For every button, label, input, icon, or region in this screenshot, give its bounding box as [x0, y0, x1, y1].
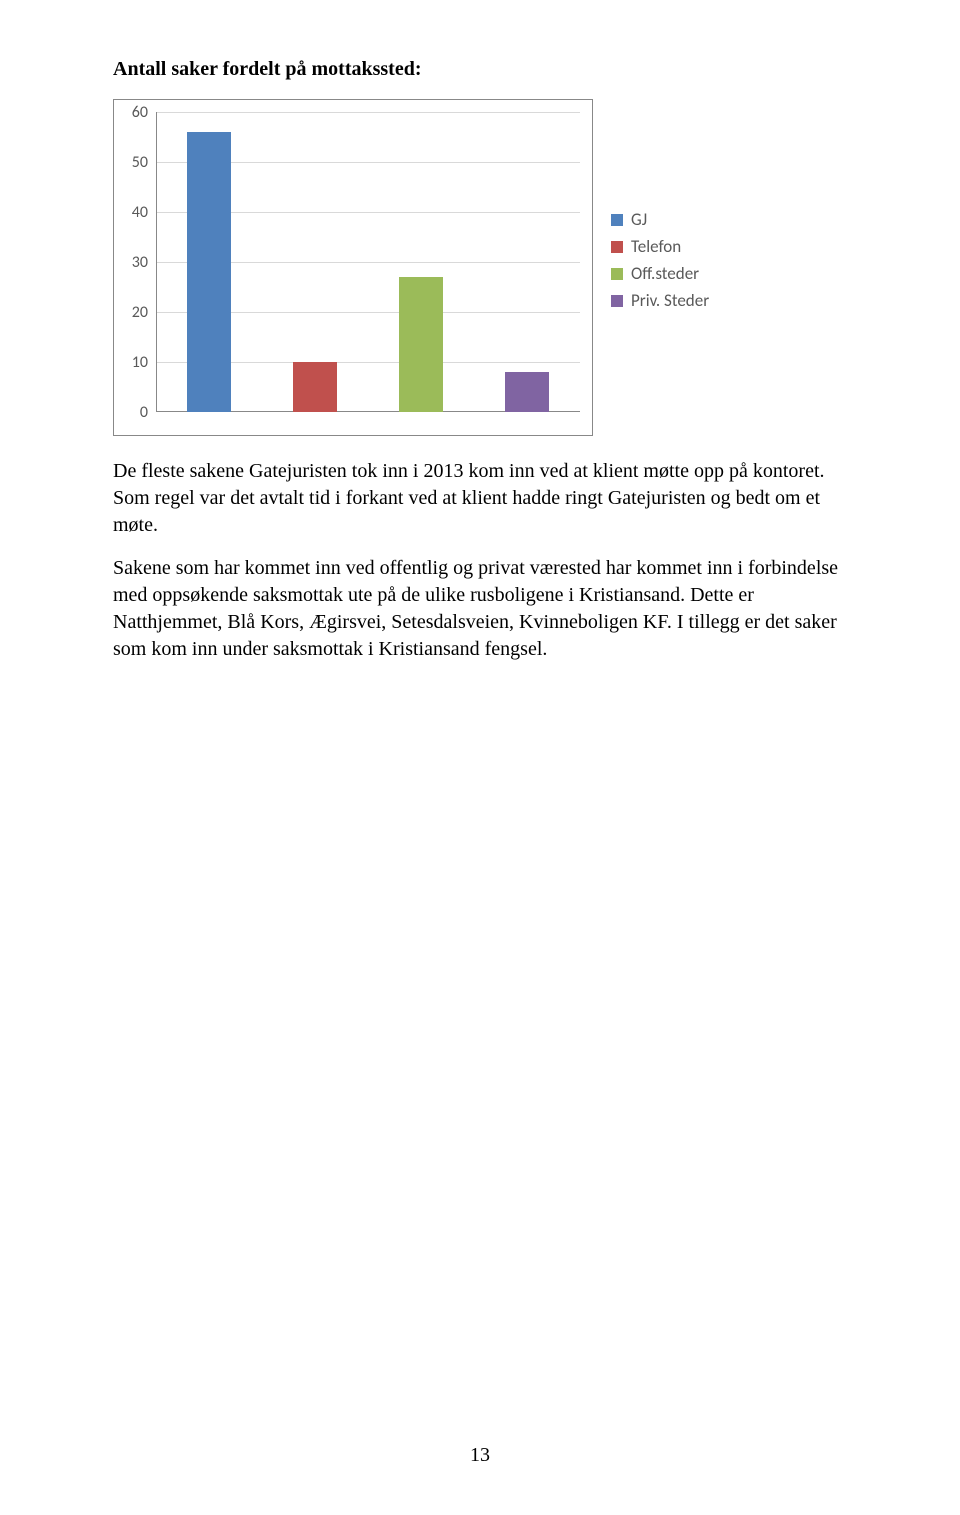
paragraph: De fleste sakene Gatejuristen tok inn i … — [113, 458, 847, 539]
gridline — [156, 112, 580, 113]
legend-label: GJ — [631, 209, 647, 230]
y-tick-label: 60 — [114, 103, 148, 122]
plot-area: 0102030405060 — [156, 112, 580, 412]
legend-swatch — [611, 214, 623, 226]
legend-label: Telefon — [631, 236, 681, 257]
body-text: De fleste sakene Gatejuristen tok inn i … — [113, 458, 847, 663]
bar — [187, 132, 232, 412]
page: Antall saker fordelt på mottakssted: 0 10… — [0, 0, 960, 1515]
legend-swatch — [611, 268, 623, 280]
y-tick-label: 10 — [114, 353, 148, 372]
legend: GJ Telefon Off.steder Priv. Steder — [611, 209, 709, 317]
page-number: 13 — [0, 1444, 960, 1467]
legend-label: Priv. Steder — [631, 290, 709, 311]
y-tick-label: 0 — [114, 403, 148, 422]
legend-item: Priv. Steder — [611, 290, 709, 311]
y-tick-label: 40 — [114, 203, 148, 222]
page-title: Antall saker fordelt på mottakssted: — [113, 58, 847, 81]
y-tick-label: 50 — [114, 153, 148, 172]
paragraph: Sakene som har kommet inn ved offentlig … — [113, 555, 847, 663]
legend-swatch — [611, 295, 623, 307]
legend-item: Telefon — [611, 236, 709, 257]
bar — [505, 372, 550, 412]
chart-box: 0 10 20 30 40 50 60 — [113, 99, 593, 436]
legend-swatch — [611, 241, 623, 253]
y-axis — [156, 112, 157, 412]
legend-label: Off.steder — [631, 263, 699, 284]
chart-with-legend: 0 10 20 30 40 50 60 GJ Telefon Off.steder Priv. S… — [113, 99, 847, 436]
bar — [399, 277, 444, 412]
legend-item: GJ — [611, 209, 709, 230]
bar — [293, 362, 338, 412]
y-tick-label: 30 — [114, 253, 148, 272]
legend-item: Off.steder — [611, 263, 709, 284]
y-tick-label: 20 — [114, 303, 148, 322]
